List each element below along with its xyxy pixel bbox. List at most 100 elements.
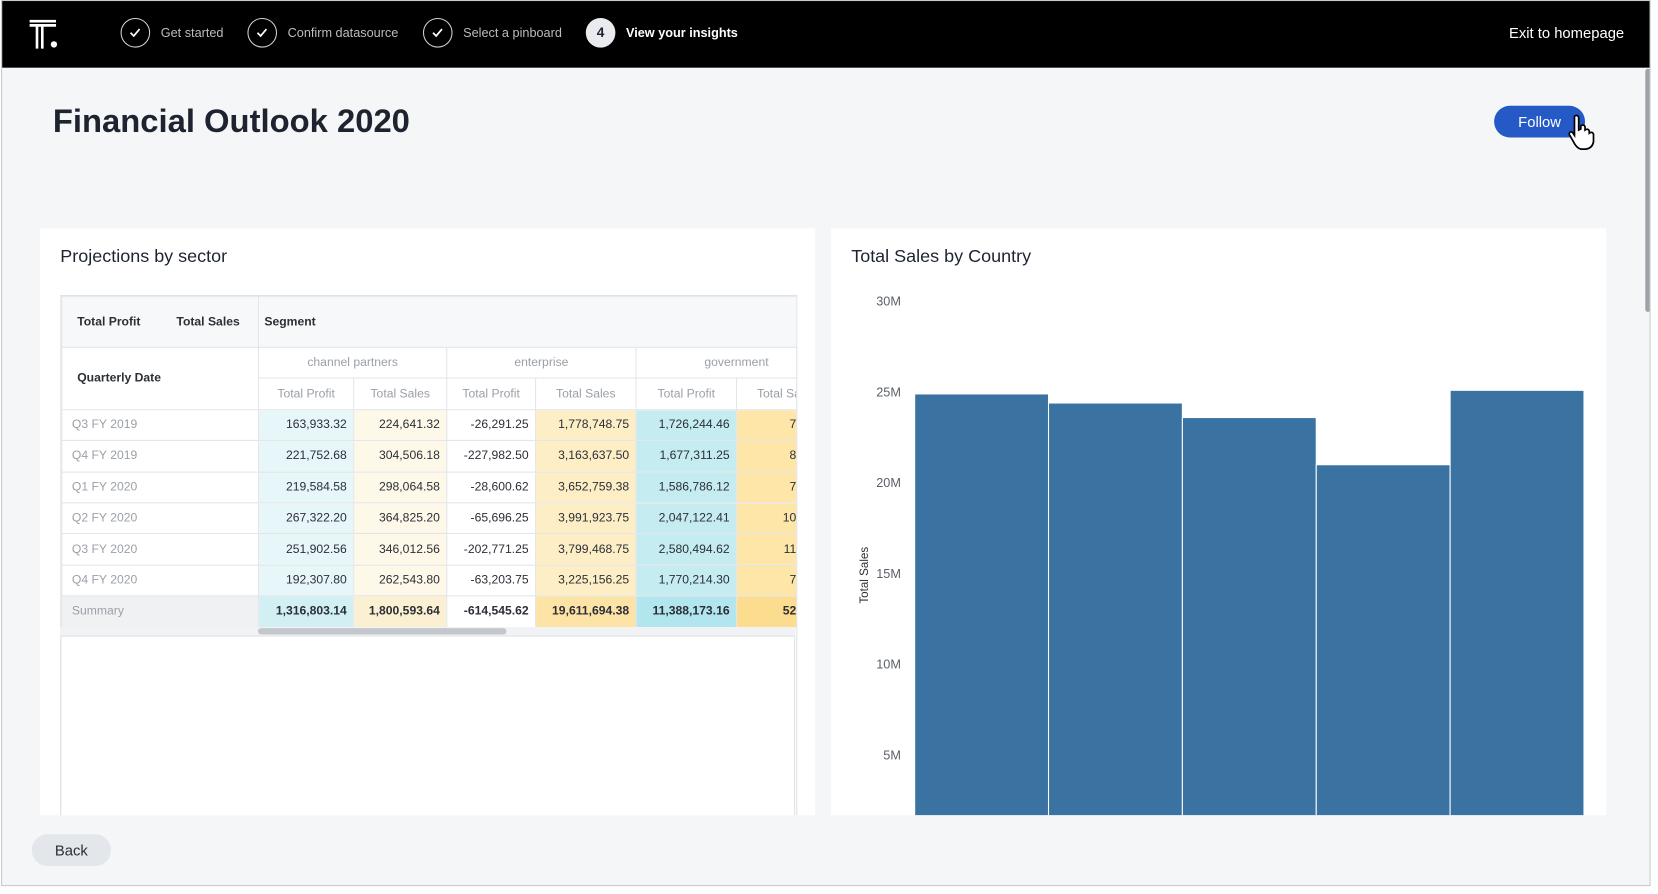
cell: 52,504,2 xyxy=(735,595,797,628)
hand-cursor xyxy=(1568,114,1595,150)
data-row: Summary 1,316,803.14 1,800,593.64 -614,545.… xyxy=(61,595,797,628)
cell: 219,584.58 xyxy=(258,471,355,504)
measure-header: Total Sales xyxy=(735,377,797,411)
pivot-chip: Total Sales xyxy=(176,315,240,329)
y-tick-label: 5M xyxy=(883,748,901,762)
cell: 1,726,244.46 xyxy=(635,408,738,442)
measure-header: Total Profit xyxy=(635,377,738,411)
cell: 298,064.58 xyxy=(353,471,448,504)
check-icon xyxy=(256,28,268,38)
cell: 1,316,803.14 xyxy=(258,595,355,628)
cell: 224,641.32 xyxy=(353,408,448,442)
group-header: government xyxy=(635,346,797,379)
y-tick-label: 25M xyxy=(876,385,901,399)
step-check xyxy=(120,17,151,48)
cell: 7,235,7 xyxy=(735,408,797,442)
v-scrollbar xyxy=(1645,68,1650,312)
cell: 221,752.68 xyxy=(258,440,355,473)
cell: 3,163,637.50 xyxy=(535,440,637,473)
step-label: Select a pinboard xyxy=(463,25,562,41)
cell: -26,291.25 xyxy=(446,408,537,442)
cell: 251,902.56 xyxy=(258,533,355,566)
cell: 304,506.18 xyxy=(353,440,448,473)
measure-header: Total Profit xyxy=(446,377,537,411)
cell: 2,047,122.41 xyxy=(635,502,738,535)
table-body-area xyxy=(60,636,796,816)
table-title: Projections by sector xyxy=(60,246,228,267)
y-tick-label: 10M xyxy=(876,658,901,672)
cell: 346,012.56 xyxy=(353,533,448,566)
cell: 3,799,468.75 xyxy=(535,533,637,566)
row-field: Quarterly Date xyxy=(61,346,260,411)
cell: -202,771.25 xyxy=(446,533,537,566)
cell: 163,933.32 xyxy=(258,408,355,442)
step-label: View your insights xyxy=(625,25,738,41)
cell: -227,982.50 xyxy=(446,440,537,473)
step-check xyxy=(422,17,453,48)
bar xyxy=(914,393,1050,816)
row-label: Q4 FY 2020 xyxy=(61,564,260,597)
cell: 267,322.20 xyxy=(258,502,355,535)
page-title: Financial Outlook 2020 xyxy=(52,102,410,140)
cell: -28,600.62 xyxy=(446,471,537,504)
cell: 3,991,923.75 xyxy=(535,502,637,535)
data-row: Q3 FY 2019 163,933.32 224,641.32 -26,291.25… xyxy=(61,408,797,442)
group-header: channel partners xyxy=(258,346,448,379)
y-tick-label: 20M xyxy=(876,476,901,490)
pivot-row: Total Profit Total Sales Segment xyxy=(61,296,797,348)
cell: 7,192,3 xyxy=(735,471,797,504)
logo xyxy=(29,19,58,49)
group-header: enterprise xyxy=(446,346,637,379)
cell: 364,825.20 xyxy=(353,502,448,535)
bar xyxy=(1047,402,1183,816)
bar-chart: Total Sales 5M 10M 15M 20M 25M 30M xyxy=(858,295,1585,816)
cell: -65,696.25 xyxy=(446,502,537,535)
data-row: Q4 FY 2019 221,752.68 304,506.18 -227,982.5… xyxy=(61,440,797,473)
chart-panel: Total Sales 5M 10M 15M 20M 25M 30M xyxy=(831,228,1607,816)
cell: 3,652,759.38 xyxy=(535,471,637,504)
cell: 10,427,5 xyxy=(735,502,797,535)
cell: -63,203.75 xyxy=(446,564,537,597)
row-label: Q2 FY 2020 xyxy=(61,502,260,535)
measure-header: Total Sales xyxy=(353,377,448,411)
bar xyxy=(1315,464,1451,816)
h-scrollbar xyxy=(60,627,796,637)
row-label: Q1 FY 2020 xyxy=(61,471,260,504)
chart-title: Total Sales by Country xyxy=(851,246,1032,267)
measure-header: Total Sales xyxy=(535,377,637,411)
cell: 11,481,9 xyxy=(735,533,797,566)
bar xyxy=(1181,417,1317,816)
pivot-fields: Total Profit Total Sales xyxy=(61,296,260,348)
pivot-chip: Total Profit xyxy=(77,315,141,329)
cell: 1,778,748.75 xyxy=(535,408,637,442)
column-field: Segment xyxy=(258,296,797,348)
cell: 1,770,214.30 xyxy=(635,564,738,597)
cell: 7,623,0 xyxy=(735,564,797,597)
cell: 8,543,5 xyxy=(735,440,797,473)
table-panel: Total Profit Total Sales Segment Quarterly … xyxy=(40,228,816,816)
top-bar: Get started Confirm datasource Select a pi… xyxy=(2,1,1650,68)
back-button[interactable]: Back xyxy=(31,834,112,867)
bar xyxy=(1449,389,1585,816)
cell: 1,677,311.25 xyxy=(635,440,738,473)
cell: -614,545.62 xyxy=(446,595,537,628)
y-tick-label: 15M xyxy=(876,567,901,581)
step-number: 4 xyxy=(585,17,616,48)
y-axis-title: Total Sales xyxy=(858,547,871,604)
data-row: Q3 FY 2020 251,902.56 346,012.56 -202,771.2… xyxy=(61,533,797,566)
cell: 262,543.80 xyxy=(353,564,448,597)
scroll-thumb[interactable] xyxy=(258,628,507,635)
data-row: Q2 FY 2020 267,322.20 364,825.20 -65,696.25… xyxy=(61,502,797,535)
measure-header: Total Profit xyxy=(258,377,355,411)
group-row: Quarterly Date channel partners enterprise… xyxy=(61,346,797,411)
data-row: Q4 FY 2020 192,307.80 262,543.80 -63,203.75… xyxy=(61,564,797,597)
check-icon xyxy=(129,28,141,38)
exit-link[interactable]: Exit to homepage xyxy=(1508,24,1625,42)
measure-row: Total Profit Total Sales Total Profit Total… xyxy=(62,377,797,411)
row-label: Q4 FY 2019 xyxy=(61,440,260,473)
cell: 1,800,593.64 xyxy=(353,595,448,628)
cell: 3,225,156.25 xyxy=(535,564,637,597)
